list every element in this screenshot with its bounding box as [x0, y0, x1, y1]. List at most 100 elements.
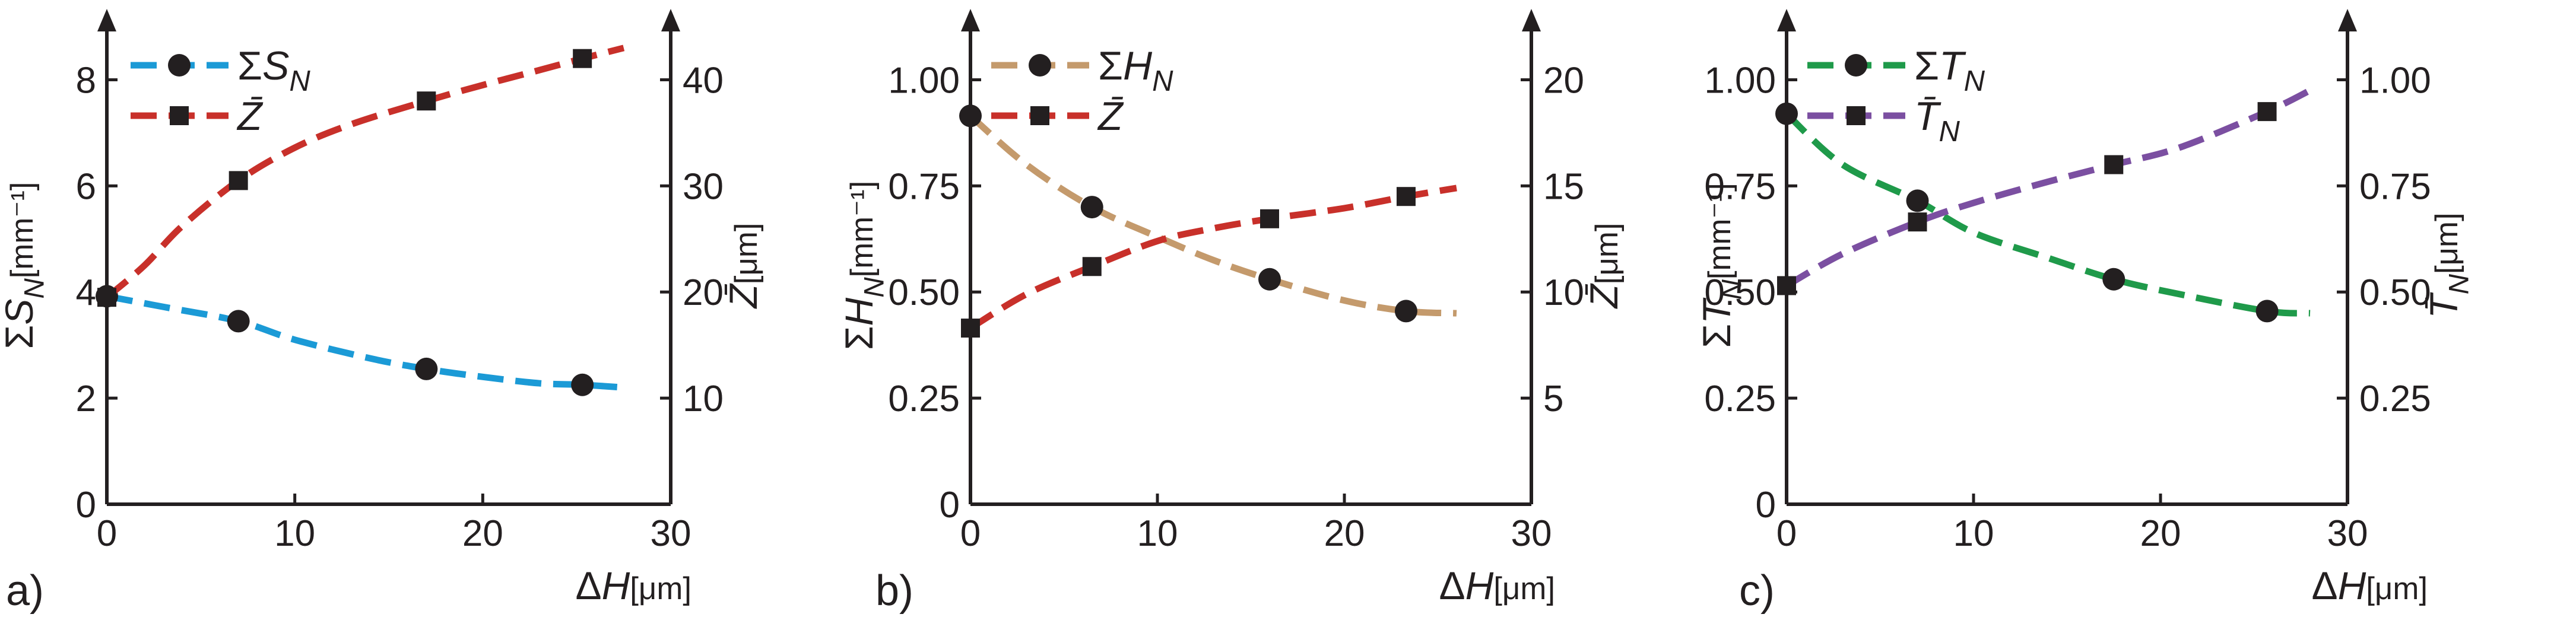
- series-line-1: [106, 292, 624, 391]
- y-left-tick-label: 0.50: [1704, 272, 1776, 313]
- y-right-tick-label: 30: [683, 166, 724, 207]
- x-tick-label: 10: [274, 513, 315, 554]
- data-point: [2104, 155, 2124, 174]
- y-right-tick-label: 1.00: [2359, 60, 2431, 101]
- x-tick-label: 20: [2140, 513, 2181, 554]
- y-axis-right-arrow: [1522, 9, 1541, 31]
- y-right-tick-label: 0.50: [2359, 272, 2431, 313]
- legend-marker: [1845, 54, 1867, 77]
- legend-marker: [170, 106, 189, 125]
- y-left-tick-label: 8: [76, 60, 96, 101]
- data-point: [229, 171, 248, 190]
- panel-label: c): [1739, 567, 1775, 615]
- legend-label-1: ΣSN: [237, 43, 310, 97]
- legend-marker: [1030, 106, 1049, 125]
- data-point: [227, 310, 250, 333]
- x-tick-label: 10: [1137, 513, 1178, 554]
- y-left-tick-label: 2: [76, 378, 96, 419]
- x-tick-label: 30: [2327, 513, 2368, 554]
- y-left-tick-label: 0.50: [888, 272, 960, 313]
- x-axis-title: ΔH[μm]: [2311, 564, 2428, 607]
- data-point: [1258, 268, 1281, 291]
- series-line-2: [104, 44, 625, 300]
- x-tick-label: 10: [1953, 513, 1994, 554]
- data-point: [571, 373, 594, 396]
- data-point: [573, 49, 592, 68]
- x-axis-title: ΔH[μm]: [1439, 564, 1555, 607]
- y-axis-right-arrow: [2338, 9, 2357, 31]
- data-point: [959, 104, 982, 128]
- series-line-1: [1784, 111, 2311, 317]
- y-left-axis-title: ΣTN[mm⁻¹]: [1695, 183, 1747, 348]
- y-axis-left-arrow: [961, 9, 980, 31]
- y-left-tick-label: 0.75: [888, 166, 960, 207]
- panel-label: b): [875, 567, 913, 615]
- y-axis-left-arrow: [1777, 9, 1796, 31]
- y-left-axis-title: ΣHN[mm⁻¹]: [837, 181, 890, 351]
- x-tick-label: 30: [1511, 513, 1552, 554]
- y-left-tick-label: 1.00: [1704, 60, 1776, 101]
- series-line-2: [1785, 87, 2312, 289]
- series-line-2: [969, 184, 1457, 331]
- y-right-tick-label: 0.75: [2359, 166, 2431, 207]
- y-right-tick-label: 20: [1543, 60, 1584, 101]
- data-point: [415, 357, 438, 380]
- x-tick-label: 30: [651, 513, 691, 554]
- y-right-tick-label: 10: [1543, 272, 1584, 313]
- x-tick-label: 0: [960, 513, 981, 554]
- data-point: [1396, 187, 1416, 206]
- y-right-axis-title: T̄N[μm]: [2422, 212, 2475, 318]
- data-point: [1394, 300, 1417, 323]
- y-axis-left-arrow: [97, 9, 116, 31]
- legend-label-2: Z̄: [1097, 94, 1124, 139]
- y-left-tick-label: 0.75: [1704, 166, 1776, 207]
- data-point: [417, 91, 436, 111]
- y-left-tick-label: 0.25: [1704, 378, 1776, 419]
- legend-label-2: Z̄: [236, 94, 264, 139]
- x-tick-label: 20: [1324, 513, 1365, 554]
- data-point: [97, 288, 116, 307]
- data-point: [1777, 276, 1796, 295]
- y-left-tick-label: 4: [76, 272, 96, 313]
- data-point: [1908, 212, 1927, 232]
- y-axis-right-arrow: [661, 9, 680, 31]
- y-right-tick-label: 0.25: [2359, 378, 2431, 419]
- data-point: [2255, 300, 2279, 323]
- y-right-tick-label: 15: [1543, 166, 1584, 207]
- data-point: [1082, 257, 1102, 276]
- y-left-tick-label: 0.25: [888, 378, 960, 419]
- x-axis-title: ΔH[μm]: [575, 564, 691, 607]
- y-left-tick-label: 0: [76, 485, 96, 526]
- y-left-tick-label: 1.00: [888, 60, 960, 101]
- chart-panel-3: 0 10 20 30 0 0.25 0.50 0.75 1.00 0.25 0.50 0.75 1.00…: [1695, 9, 2475, 615]
- y-left-tick-label: 6: [76, 166, 96, 207]
- data-point: [1080, 196, 1103, 219]
- panel-label: a): [6, 567, 44, 615]
- legend-marker: [168, 54, 191, 77]
- legend-marker: [1029, 54, 1051, 77]
- data-point: [1906, 189, 1929, 212]
- y-left-tick-label: 0: [1756, 485, 1776, 526]
- data-point: [2257, 102, 2277, 122]
- series-line-1: [968, 113, 1457, 317]
- legend-label-1: ΣHN: [1098, 43, 1173, 97]
- legend-label-1: ΣTN: [1914, 43, 1985, 97]
- y-left-tick-label: 0: [940, 485, 960, 526]
- data-point: [1775, 102, 1798, 125]
- x-tick-label: 20: [462, 513, 503, 554]
- y-right-tick-label: 40: [683, 60, 724, 101]
- y-right-axis-title: Z̄[μm]: [1582, 222, 1626, 309]
- y-right-tick-label: 20: [683, 272, 724, 313]
- legend-marker: [1847, 106, 1866, 125]
- data-point: [961, 319, 980, 338]
- y-right-axis-title: Z̄[μm]: [721, 222, 765, 309]
- x-tick-label: 0: [1776, 513, 1797, 554]
- y-right-tick-label: 5: [1543, 378, 1563, 419]
- legend-label-2: T̄N: [1914, 94, 1960, 148]
- data-point: [1260, 209, 1279, 228]
- y-right-tick-label: 10: [683, 378, 724, 419]
- data-point: [2102, 268, 2125, 291]
